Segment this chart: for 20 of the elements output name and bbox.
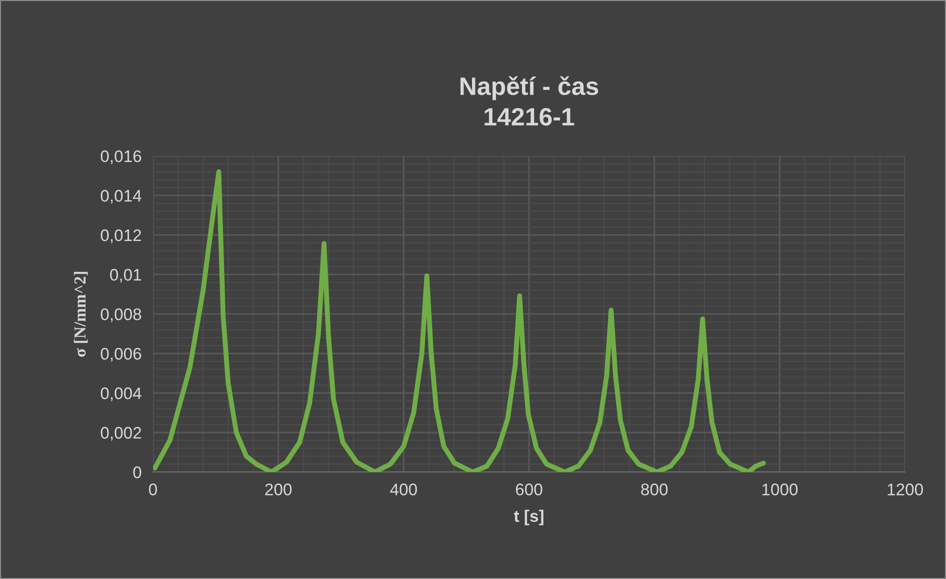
x-tick-label: 0	[148, 484, 157, 496]
x-tick-label: 1200	[888, 484, 923, 496]
y-tick-label: 0,004	[100, 387, 142, 402]
y-tick-label: 0,014	[100, 190, 142, 204]
x-tick-label: 400	[390, 484, 417, 496]
y-tick-label: 0,002	[100, 426, 142, 441]
y-tick-label: 0,006	[100, 348, 142, 362]
x-tick-label: 1000	[762, 484, 798, 496]
y-tick-label: 0,016	[100, 150, 142, 164]
line-series	[152, 169, 766, 472]
y-tick-label: 0,008	[100, 308, 142, 322]
x-tick-label: 800	[641, 484, 668, 496]
y-tick-label: 0,01	[110, 268, 142, 283]
y-tick-label: 0	[133, 466, 142, 478]
y-tick-label: 0,012	[100, 229, 142, 244]
x-tick-label: 200	[265, 484, 292, 496]
x-tick-label: 600	[516, 484, 542, 496]
y-axis-title: σ [N/mm^2]	[74, 272, 88, 357]
chart-title: Napětí - čas 14216-1	[460, 76, 598, 126]
x-axis-title: t [s]	[514, 510, 544, 526]
